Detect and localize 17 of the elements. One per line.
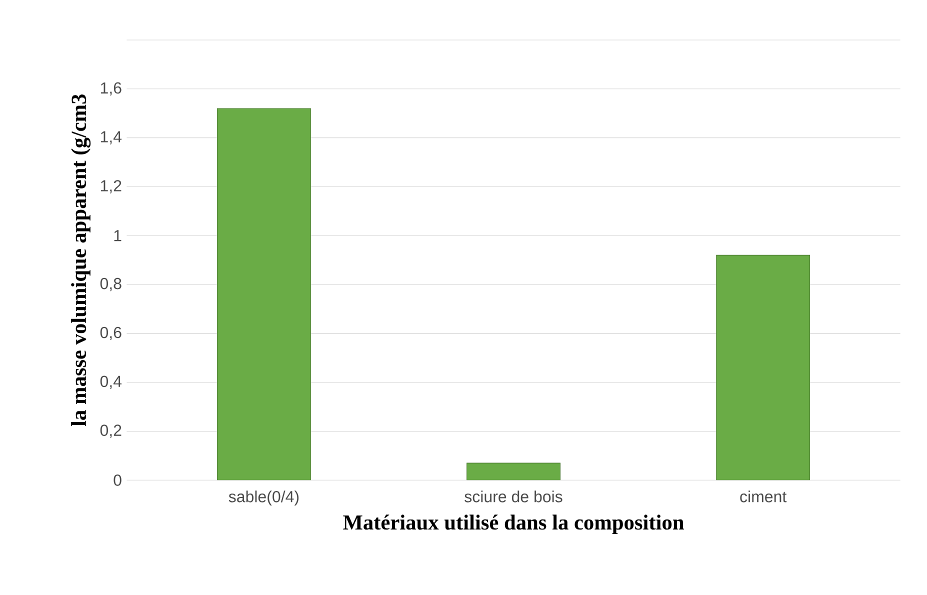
- bar: [716, 254, 810, 480]
- y-tick-label: 1,6: [100, 82, 122, 96]
- x-tick-label: ciment: [740, 490, 787, 502]
- y-tick-label: 0,2: [100, 424, 122, 438]
- y-tick-label: 1,2: [100, 180, 122, 194]
- y-axis-title: la masse volumique apparent (g/cm3: [71, 94, 91, 426]
- x-tick-label: sciure de bois: [464, 490, 562, 502]
- y-tick-label: 0: [114, 474, 122, 486]
- x-tick-label: sable(0/4): [228, 490, 299, 506]
- y-tick-label: 0,8: [100, 278, 122, 292]
- y-tick-label: 0,4: [100, 376, 122, 390]
- x-axis-title: Matériaux utilisé dans la composition: [343, 514, 684, 534]
- y-tick-label: 0,6: [100, 326, 122, 340]
- y-tick-label: 1,4: [100, 131, 122, 144]
- y-tick-label: 1: [114, 230, 122, 242]
- bar: [466, 462, 560, 480]
- bar: [217, 108, 311, 480]
